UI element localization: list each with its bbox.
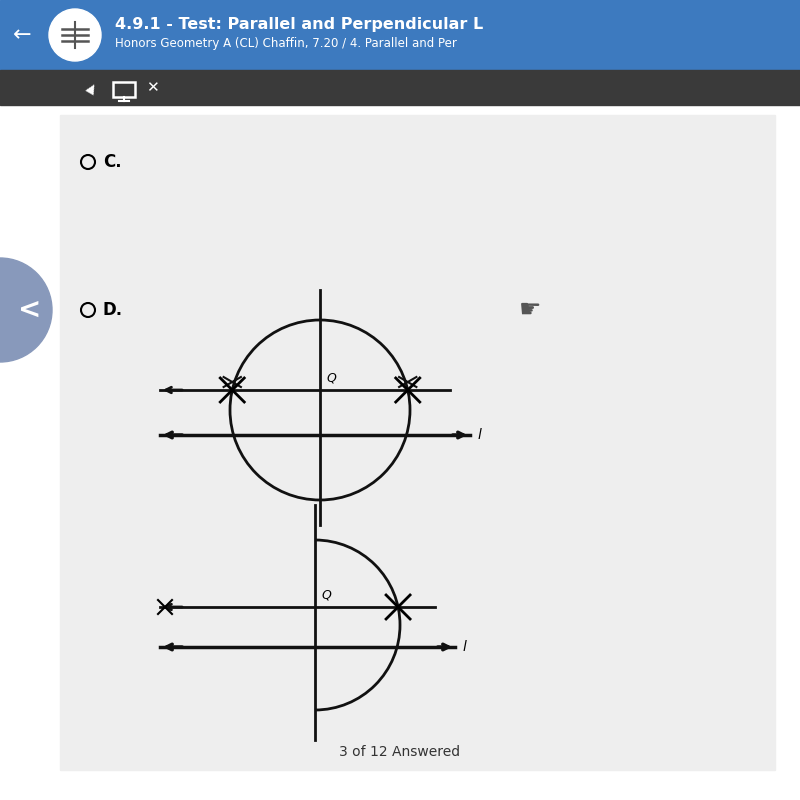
Text: ←: ← <box>13 25 31 45</box>
Text: ✕: ✕ <box>146 81 158 95</box>
Circle shape <box>0 258 52 362</box>
Bar <box>0 0 800 70</box>
Bar <box>60 115 775 770</box>
Circle shape <box>49 9 101 61</box>
Text: Honors Geometry A (CL) Chaffin, 7.20 / 4. Parallel and Per: Honors Geometry A (CL) Chaffin, 7.20 / 4… <box>115 38 457 50</box>
Text: Q: Q <box>326 371 336 385</box>
Text: ☛: ☛ <box>519 298 541 322</box>
Text: Q: Q <box>321 589 331 602</box>
Bar <box>0 70 800 105</box>
Text: C.: C. <box>103 153 122 171</box>
Text: <: < <box>18 296 42 324</box>
Text: ▲: ▲ <box>85 80 99 96</box>
Text: 4.9.1 - Test: Parallel and Perpendicular L: 4.9.1 - Test: Parallel and Perpendicular… <box>115 17 483 31</box>
Text: 3 of 12 Answered: 3 of 12 Answered <box>339 745 461 759</box>
Text: l: l <box>478 428 482 442</box>
Text: l: l <box>463 640 467 654</box>
Text: D.: D. <box>103 301 123 319</box>
Bar <box>113 82 135 97</box>
